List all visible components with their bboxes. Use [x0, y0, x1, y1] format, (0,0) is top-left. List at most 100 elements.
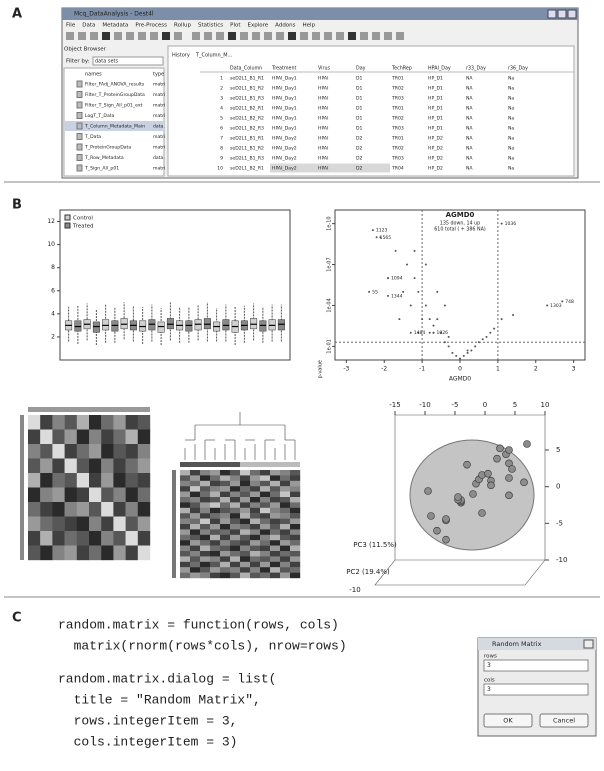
menu-item[interactable]: Metadata: [102, 23, 128, 29]
spin-box[interactable]: [484, 684, 588, 695]
menu-item[interactable]: Pre-Process: [135, 23, 167, 29]
topbar: [180, 462, 240, 467]
table-cell: HPAI_Day1: [272, 116, 297, 122]
point-annotation: 55: [372, 289, 378, 295]
toolbar-icon[interactable]: [204, 32, 212, 40]
x-tick-label: -10: [419, 401, 430, 409]
plot-frame: [335, 210, 585, 360]
toolbar-icon[interactable]: [216, 32, 224, 40]
menu-item[interactable]: Statistics: [198, 23, 223, 29]
table-cell: HPAI_Day1: [272, 86, 297, 92]
table-cell: HP_D1: [428, 126, 443, 132]
menu-item[interactable]: Rollup: [174, 23, 191, 29]
toolbar-icon[interactable]: [312, 32, 320, 40]
menu-item[interactable]: File: [66, 23, 76, 29]
toolbar-icon[interactable]: [252, 32, 260, 40]
toolbar-icon[interactable]: [150, 32, 158, 40]
toolbar-icon[interactable]: [276, 32, 284, 40]
heatmap-cell: [190, 502, 200, 508]
toolbar-icon[interactable]: [138, 32, 146, 40]
toolbar-icon[interactable]: [228, 32, 236, 40]
heatmap-cell: [180, 497, 190, 503]
object-icon: [77, 92, 82, 98]
toolbar-icon[interactable]: [90, 32, 98, 40]
table-cell: 9: [220, 156, 223, 162]
toolbar-icon[interactable]: [288, 32, 296, 40]
heatmap-cell: [113, 502, 125, 517]
window-button[interactable]: [568, 10, 576, 18]
point: [482, 338, 484, 340]
table-cell: HPAI: [318, 76, 328, 82]
toolbar-icon[interactable]: [126, 32, 134, 40]
heatmap-cell: [210, 546, 220, 552]
toolbar-icon[interactable]: [300, 32, 308, 40]
heatmap-cell: [250, 502, 260, 508]
toolbar-icon[interactable]: [78, 32, 86, 40]
toolbar-icon[interactable]: [240, 32, 248, 40]
toolbar-icon[interactable]: [348, 32, 356, 40]
heatmap-cell: [138, 546, 150, 561]
table-cell: D1: [356, 116, 363, 122]
heatmap-cell: [65, 517, 77, 532]
tab[interactable]: History: [172, 53, 190, 59]
table-cell: D1: [356, 76, 363, 82]
toolbar-icon[interactable]: [384, 32, 392, 40]
toolbar-icon[interactable]: [360, 32, 368, 40]
heatmap-cell: [190, 481, 200, 487]
toolbar-icon[interactable]: [162, 32, 170, 40]
tab[interactable]: T_Column_M...: [195, 53, 233, 59]
heatmap-cell: [210, 535, 220, 541]
object-type: data.: [153, 155, 165, 161]
heatmap-cell: [290, 470, 300, 476]
toolbar-icon[interactable]: [102, 32, 110, 40]
heatmap-cell: [180, 556, 190, 562]
heatmap-cell: [65, 546, 77, 561]
toolbar-icon[interactable]: [336, 32, 344, 40]
heatmap-cell: [89, 502, 101, 517]
plot-frame: [60, 210, 290, 360]
toolbar-icon[interactable]: [192, 32, 200, 40]
point: [489, 332, 491, 334]
heatmap-cell: [280, 535, 290, 541]
heatmap-cell: [77, 502, 89, 517]
point: [488, 482, 495, 489]
point: [467, 349, 469, 351]
object-type: matri: [153, 92, 165, 98]
table-cell: TR01: [391, 76, 404, 82]
toolbar-icon[interactable]: [174, 32, 182, 40]
point: [395, 250, 397, 252]
table-cell: TR04: [391, 166, 404, 172]
toolbar-icon[interactable]: [396, 32, 404, 40]
heatmap-cell: [89, 473, 101, 488]
toolbar-icon[interactable]: [114, 32, 122, 40]
close-button[interactable]: [584, 640, 593, 648]
window-button[interactable]: [558, 10, 566, 18]
menu-item[interactable]: Plot: [230, 23, 241, 29]
menu-item[interactable]: Data: [82, 23, 95, 29]
y-tick-label: 2: [51, 333, 55, 340]
menu-item[interactable]: Help: [303, 23, 316, 29]
toolbar-icon[interactable]: [372, 32, 380, 40]
object-name: T_Column_Metadata_Main: [84, 124, 145, 130]
heatmap-cell: [270, 529, 280, 535]
window-button[interactable]: [548, 10, 556, 18]
spin-box[interactable]: [484, 660, 588, 671]
toolbar-icon[interactable]: [66, 32, 74, 40]
y-axis-label: p-value: [318, 360, 324, 379]
heatmap-cell: [250, 567, 260, 573]
menu-item[interactable]: Explore: [248, 23, 269, 29]
heatmap-cell: [230, 573, 240, 579]
heatmap-cell: [230, 551, 240, 557]
heatmap-cell: [280, 470, 290, 476]
point: [470, 491, 477, 498]
table-cell: HPAI_Day1: [272, 126, 297, 132]
heatmap-cell: [190, 492, 200, 498]
toolbar-icon[interactable]: [264, 32, 272, 40]
table-cell: HPAI: [318, 156, 328, 162]
menu-item[interactable]: Addons: [275, 23, 295, 29]
table-cell: TR01: [391, 136, 404, 142]
toolbar-icon[interactable]: [324, 32, 332, 40]
table-cell: HPAI: [318, 86, 328, 92]
object-type: matri: [153, 134, 165, 140]
table-cell: 10: [217, 166, 223, 172]
